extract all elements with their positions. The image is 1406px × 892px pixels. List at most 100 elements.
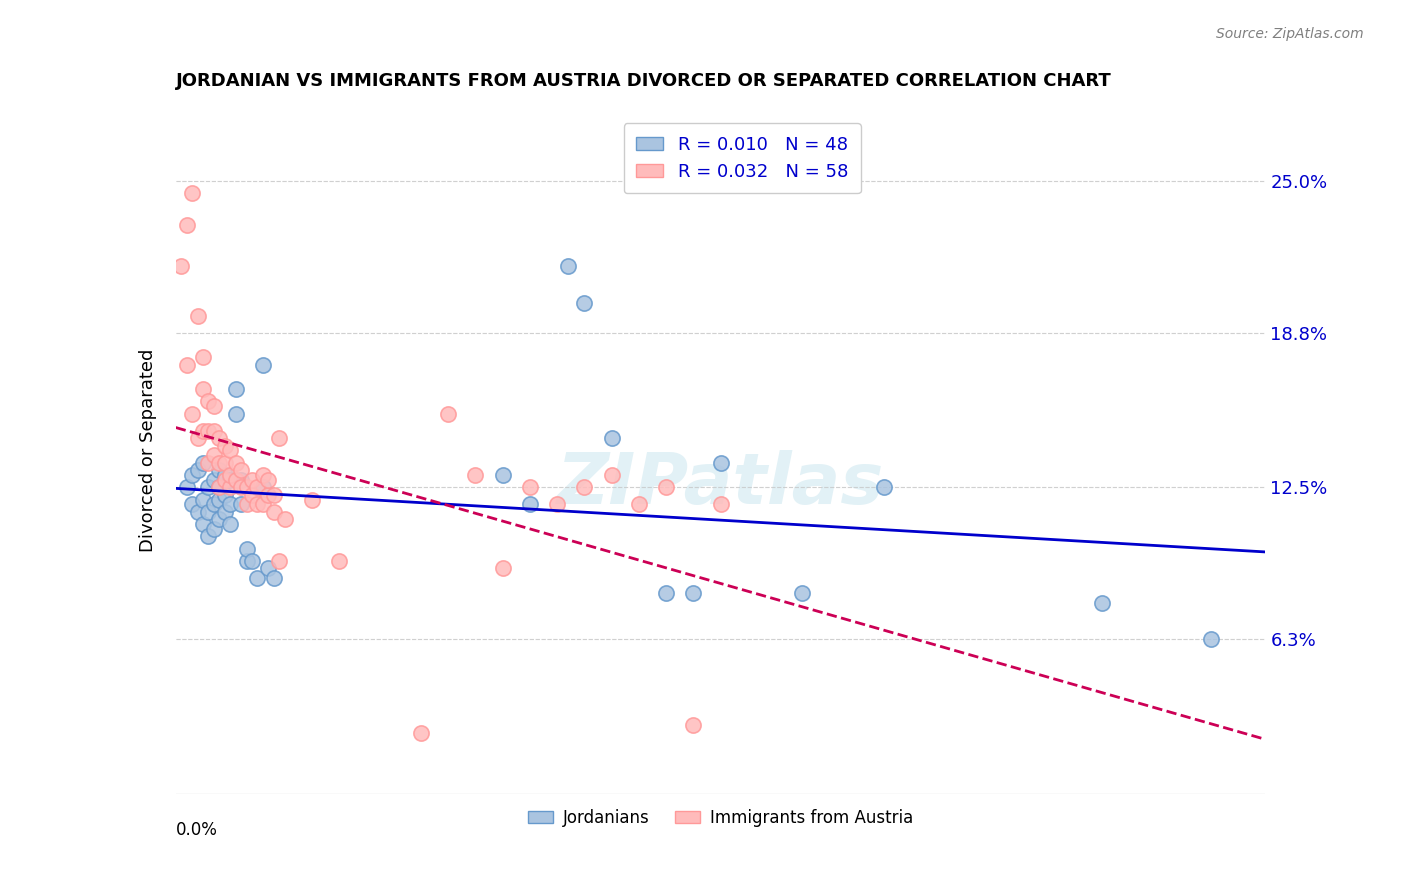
Point — [231, 473, 253, 487]
Point — [197, 456, 219, 470]
Point — [176, 218, 198, 232]
Point — [263, 505, 285, 519]
Point — [225, 382, 247, 396]
Point — [235, 498, 257, 512]
Point — [492, 561, 515, 575]
Point — [873, 480, 896, 494]
Point — [186, 309, 209, 323]
Point — [191, 492, 214, 507]
Legend: Jordanians, Immigrants from Austria: Jordanians, Immigrants from Austria — [522, 802, 920, 834]
Point — [219, 473, 242, 487]
Point — [655, 480, 678, 494]
Point — [219, 517, 242, 532]
Point — [208, 512, 231, 526]
Point — [235, 541, 257, 556]
Text: JORDANIAN VS IMMIGRANTS FROM AUSTRIA DIVORCED OR SEPARATED CORRELATION CHART: JORDANIAN VS IMMIGRANTS FROM AUSTRIA DIV… — [176, 72, 1112, 90]
Point — [214, 439, 236, 453]
Point — [181, 498, 204, 512]
Point — [191, 382, 214, 396]
Point — [202, 498, 225, 512]
Point — [557, 260, 579, 274]
Point — [202, 424, 225, 438]
Point — [627, 498, 650, 512]
Point — [214, 473, 236, 487]
Point — [181, 467, 204, 482]
Point — [328, 554, 350, 568]
Point — [1199, 632, 1222, 647]
Point — [225, 456, 247, 470]
Point — [219, 467, 242, 482]
Text: ZIPatlas: ZIPatlas — [557, 450, 884, 519]
Point — [240, 473, 263, 487]
Point — [792, 585, 814, 599]
Point — [257, 561, 280, 575]
Point — [191, 351, 214, 365]
Point — [208, 431, 231, 445]
Point — [301, 492, 323, 507]
Point — [208, 492, 231, 507]
Point — [252, 480, 274, 494]
Point — [219, 498, 242, 512]
Point — [600, 431, 623, 445]
Point — [181, 186, 204, 200]
Point — [214, 487, 236, 501]
Point — [409, 725, 432, 739]
Point — [274, 512, 297, 526]
Point — [257, 473, 280, 487]
Point — [252, 358, 274, 372]
Point — [191, 424, 214, 438]
Point — [246, 480, 269, 494]
Point — [252, 498, 274, 512]
Point — [246, 571, 269, 585]
Point — [225, 407, 247, 421]
Point — [269, 554, 291, 568]
Point — [197, 394, 219, 409]
Y-axis label: Divorced or Separated: Divorced or Separated — [139, 349, 157, 552]
Point — [464, 467, 486, 482]
Point — [710, 498, 733, 512]
Point — [710, 456, 733, 470]
Point — [219, 480, 242, 494]
Point — [257, 487, 280, 501]
Point — [208, 456, 231, 470]
Point — [492, 467, 515, 482]
Point — [208, 480, 231, 494]
Point — [214, 505, 236, 519]
Point — [208, 480, 231, 494]
Point — [208, 463, 231, 477]
Point — [519, 480, 541, 494]
Point — [202, 473, 225, 487]
Point — [191, 517, 214, 532]
Point — [263, 487, 285, 501]
Point — [240, 554, 263, 568]
Point — [240, 487, 263, 501]
Point — [214, 456, 236, 470]
Point — [170, 260, 193, 274]
Point — [263, 571, 285, 585]
Point — [574, 296, 596, 310]
Point — [682, 585, 704, 599]
Point — [269, 431, 291, 445]
Point — [219, 443, 242, 458]
Point — [214, 467, 236, 482]
Point — [231, 480, 253, 494]
Point — [225, 473, 247, 487]
Point — [246, 498, 269, 512]
Point — [202, 400, 225, 414]
Point — [655, 585, 678, 599]
Point — [231, 463, 253, 477]
Point — [546, 498, 568, 512]
Point — [191, 456, 214, 470]
Point — [202, 448, 225, 462]
Point — [235, 554, 257, 568]
Point — [519, 498, 541, 512]
Text: 0.0%: 0.0% — [176, 822, 218, 839]
Point — [197, 505, 219, 519]
Point — [682, 718, 704, 732]
Point — [186, 463, 209, 477]
Point — [235, 480, 257, 494]
Point — [176, 358, 198, 372]
Point — [197, 480, 219, 494]
Point — [176, 480, 198, 494]
Point — [252, 467, 274, 482]
